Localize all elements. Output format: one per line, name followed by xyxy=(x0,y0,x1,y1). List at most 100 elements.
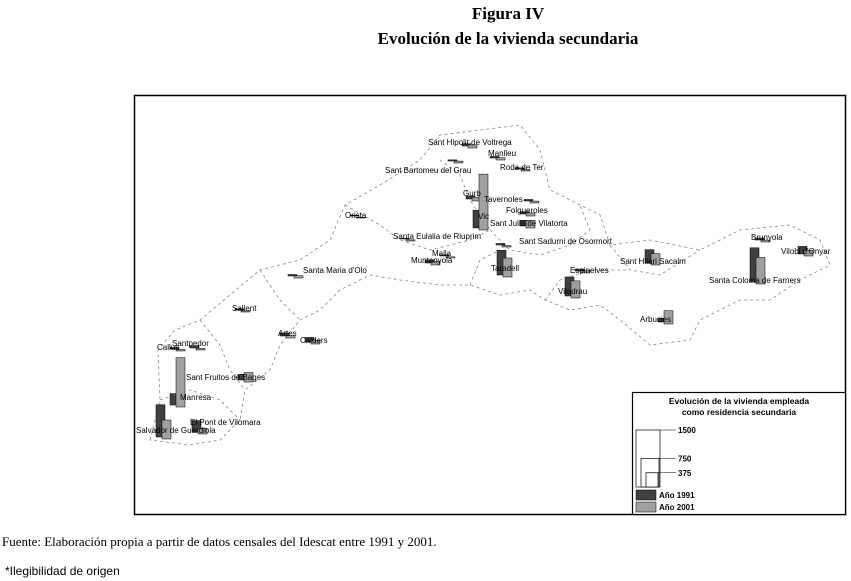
bar-2001 xyxy=(430,260,441,266)
bar-1991 xyxy=(189,345,200,349)
bar-2001 xyxy=(293,275,304,279)
bar-2001 xyxy=(310,339,321,345)
bar-2001 xyxy=(175,357,186,408)
legend-tick-label: 1500 xyxy=(678,426,696,435)
bar-2001 xyxy=(760,239,771,243)
place-label: Salvador de Guardiola xyxy=(136,426,216,435)
place-label: Arbucies xyxy=(640,315,671,324)
legend-label: Año 1991 xyxy=(659,491,695,500)
bar-1991 xyxy=(495,243,506,246)
bar-2001 xyxy=(197,428,208,435)
bar-1991 xyxy=(489,156,500,159)
place-label: Sant Bartomeu del Grau xyxy=(385,166,471,175)
legend-title: como residencia secundaria xyxy=(682,407,797,417)
legend-tick-label: 750 xyxy=(678,455,692,464)
bar-2001 xyxy=(650,253,661,266)
bar-2001 xyxy=(243,372,254,383)
place-label: Sant Sadurni de Osormort xyxy=(519,237,613,246)
bar-2001 xyxy=(467,144,478,149)
place-label: Vilobi d'Onyar xyxy=(781,247,831,256)
place-label: Malla xyxy=(432,249,452,258)
bar-2001 xyxy=(755,257,766,285)
region-outlines xyxy=(149,124,831,446)
place-label: Tavernoles xyxy=(484,195,523,204)
bar-2001 xyxy=(355,216,366,219)
place-label: Sant Hilari Sacalm xyxy=(620,257,686,266)
bar-2001 xyxy=(501,245,512,248)
place-label: Taradell xyxy=(491,264,519,273)
bar-2001 xyxy=(405,239,416,242)
bar-2001 xyxy=(525,212,536,217)
bar-2001 xyxy=(529,200,540,204)
place-label: Sant Hipolit de Voltrega xyxy=(428,138,512,147)
bar-1991 xyxy=(304,337,315,343)
note: *Ilegibilidad de origen xyxy=(5,564,120,578)
bar-1991 xyxy=(574,268,585,272)
bar-1991 xyxy=(279,332,290,337)
bar-2001 xyxy=(520,169,531,172)
bar-2001 xyxy=(240,310,251,313)
figure-subtitle: Evolución de la vivienda secundaria xyxy=(378,29,639,48)
bar-1991 xyxy=(234,308,245,311)
place-label: Folgueroles xyxy=(506,206,548,215)
bar-1991 xyxy=(349,214,360,217)
place-label: Vic xyxy=(478,212,489,221)
bar-2001 xyxy=(478,173,489,231)
bar-1991 xyxy=(287,274,298,277)
place-label: Sant Fruitos de Bages xyxy=(186,373,265,382)
bar-1991 xyxy=(754,237,765,241)
bar-1991 xyxy=(439,254,450,257)
place-label: Orista xyxy=(345,211,367,220)
bar-1991 xyxy=(191,420,202,433)
bar-2001 xyxy=(663,310,674,325)
place-label: Calders xyxy=(300,336,328,345)
bar-2001 xyxy=(580,270,591,274)
bar-1991 xyxy=(514,167,525,170)
place-label: Roda de Ter xyxy=(500,163,544,172)
bar-2001 xyxy=(445,256,456,259)
place-label: Manresa xyxy=(180,393,212,402)
place-label: Sant Julia de Vilatorta xyxy=(490,219,568,228)
bar-2001 xyxy=(525,220,536,229)
bar-1991 xyxy=(523,199,534,202)
place-label: Santa Maria d'Olo xyxy=(303,266,367,275)
place-label: Santa Eulalia de Riuprim xyxy=(393,232,481,241)
bar-2001 xyxy=(803,250,814,257)
bar-2001 xyxy=(161,419,172,440)
place-label: El Pont de Vilomara xyxy=(190,418,261,427)
label-layer: Sant Hipolit de Voltrega Manlleu Sant Bart… xyxy=(136,138,831,435)
bar-1991 xyxy=(399,237,410,240)
place-label: Artes xyxy=(278,329,297,338)
bar-2001 xyxy=(453,160,464,164)
bar-2001 xyxy=(285,335,296,339)
place-label: Manlleu xyxy=(488,149,516,158)
bar-2001 xyxy=(175,349,186,352)
bar-2001 xyxy=(195,348,206,351)
place-label: Sallent xyxy=(232,304,257,313)
legend-tick-label: 375 xyxy=(678,469,692,478)
bar-2001 xyxy=(495,157,506,161)
place-label: Santa Coloma de Farners xyxy=(709,276,801,285)
legend-label: Año 2001 xyxy=(659,503,695,512)
bar-2001 xyxy=(502,257,513,278)
legend: 1500 750 375 Año 1991 Año 2001 xyxy=(635,426,696,513)
legend-scale-bar xyxy=(645,472,659,488)
place-label: Callus xyxy=(157,343,179,352)
legend-box xyxy=(631,391,847,516)
figure-title: Figura IV xyxy=(472,4,545,23)
legend-swatch xyxy=(635,501,657,513)
place-label: Viladrau xyxy=(558,287,587,296)
source: Fuente: Elaboración propia a partir de d… xyxy=(2,534,437,549)
place-label: Muntanyola xyxy=(411,256,453,265)
place-label: Santpedor xyxy=(172,339,209,348)
place-label: Brunyola xyxy=(751,233,783,242)
bar-layer xyxy=(155,143,814,440)
place-label: Espinelves xyxy=(570,266,609,275)
place-label: Gurb xyxy=(463,189,481,198)
bar-1991 xyxy=(447,159,458,162)
legend-swatch xyxy=(635,489,657,501)
bar-1991 xyxy=(169,347,180,350)
legend-title: Evolución de la vivienda empleada xyxy=(669,396,810,406)
bar-2001 xyxy=(570,280,581,299)
